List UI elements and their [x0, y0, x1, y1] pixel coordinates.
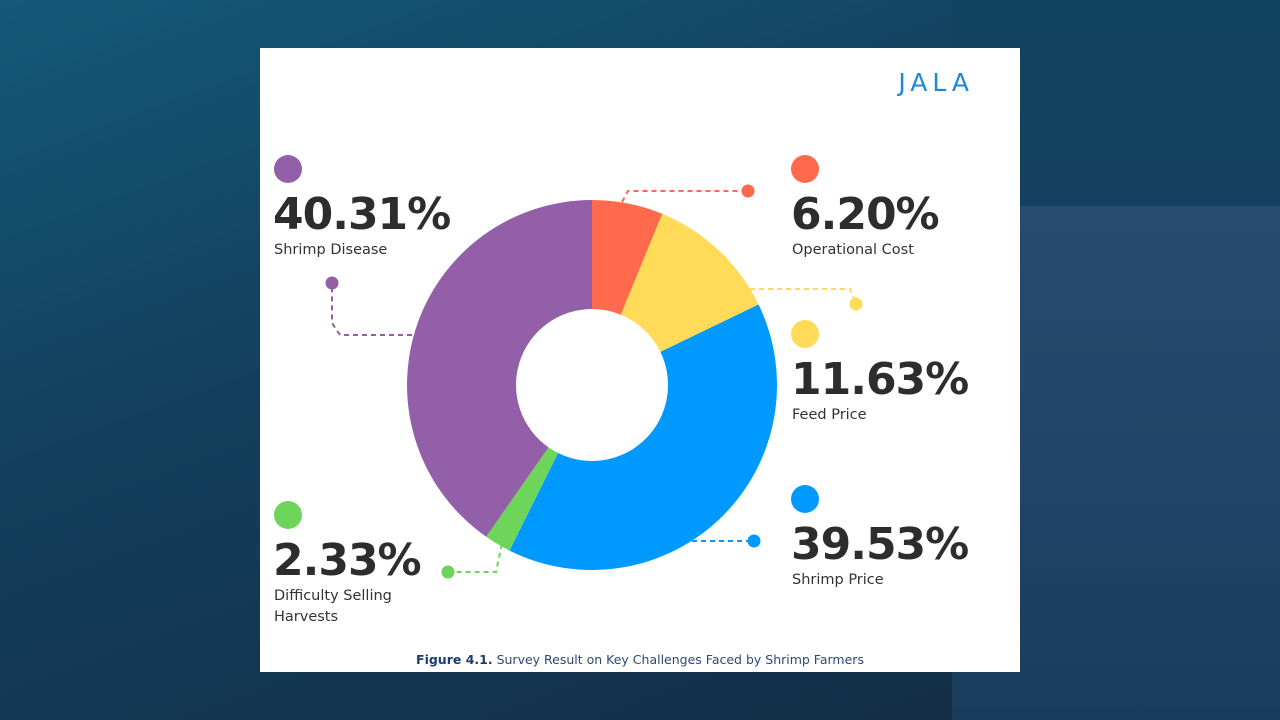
legend-dot-feed-price	[791, 320, 819, 348]
slice-shrimpprice	[509, 304, 777, 570]
slice-disease	[406, 200, 592, 537]
label-difficulty-selling-line2: Harvests	[274, 609, 339, 625]
caption-text: Survey Result on Key Challenges Faced by…	[492, 652, 864, 667]
leader-dot-feed	[849, 297, 863, 311]
label-feed-price: Feed Price	[792, 407, 867, 423]
slice-operational	[592, 200, 663, 315]
value-difficulty-selling: 2.33%	[273, 535, 422, 586]
label-shrimp-price: Shrimp Price	[792, 572, 884, 588]
value-shrimp-price: 39.53%	[791, 519, 969, 570]
leader-dot-disease	[325, 276, 339, 290]
leader-dot-selling	[441, 565, 455, 579]
leader-dot-shrimpprice	[747, 534, 761, 548]
value-feed-price: 11.63%	[791, 354, 969, 405]
leader-line-disease	[331, 283, 412, 336]
slice-feed	[620, 213, 759, 352]
label-difficulty-selling-line1: Difficulty Selling	[274, 588, 392, 604]
donut-slices	[406, 200, 777, 570]
jala-logo: JALA	[898, 68, 974, 97]
legend-dot-operational-cost	[791, 155, 819, 183]
label-shrimp-disease: Shrimp Disease	[274, 242, 388, 258]
donut-chart	[325, 184, 863, 579]
legend-dot-difficulty-selling	[274, 501, 302, 529]
value-shrimp-disease: 40.31%	[273, 189, 451, 240]
legend-dot-shrimp-price	[791, 485, 819, 513]
caption-figure-label: Figure 4.1.	[416, 652, 493, 667]
value-operational-cost: 6.20%	[791, 189, 940, 240]
infographic-card: JALA 40.31% Shrimp Disease 6.20% Operati…	[260, 48, 1020, 672]
legend-dot-shrimp-disease	[274, 155, 302, 183]
leader-dot-operational	[741, 184, 755, 198]
figure-caption: Figure 4.1. Survey Result on Key Challen…	[260, 652, 1020, 667]
leader-line-selling	[448, 543, 503, 573]
leader-line-operational	[621, 190, 748, 203]
slice-selling	[486, 447, 559, 551]
leader-lines	[325, 184, 863, 579]
leader-line-feed	[750, 288, 857, 304]
label-operational-cost: Operational Cost	[792, 242, 914, 258]
